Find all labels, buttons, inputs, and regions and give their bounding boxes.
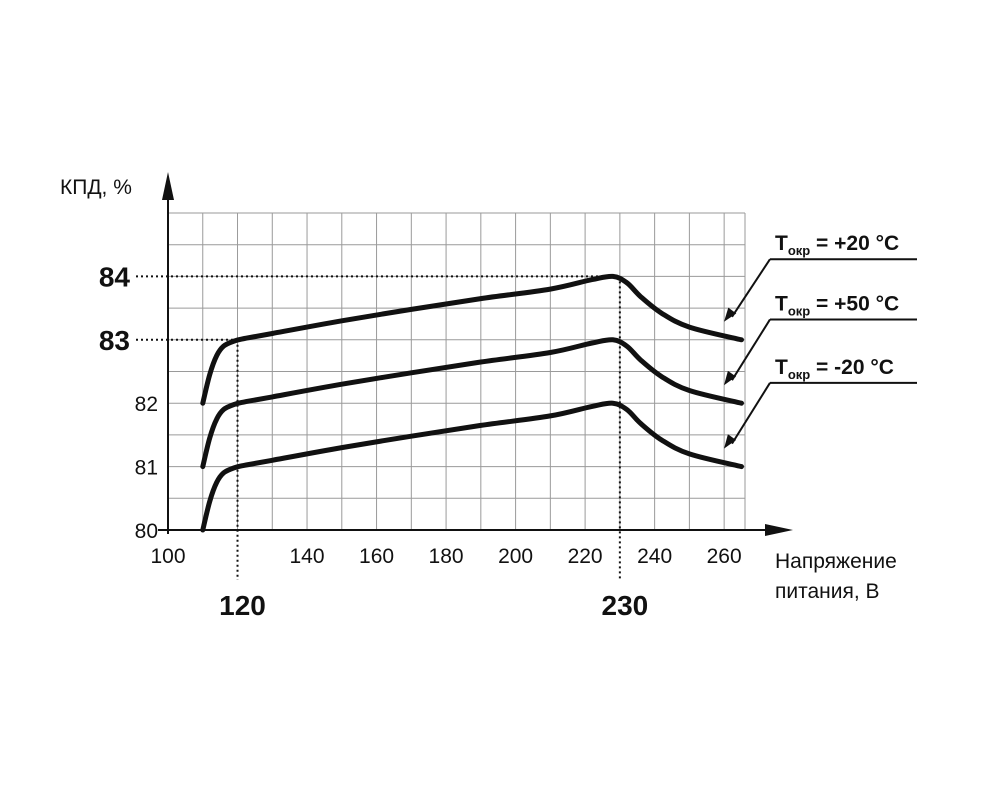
highlight-guides: [136, 275, 621, 580]
x-tick-label: 260: [707, 545, 742, 568]
highlight-x-label: 120: [219, 590, 266, 621]
x-tick-label: 180: [429, 545, 464, 568]
x-tick-label: 160: [359, 545, 394, 568]
series-line: [200, 273, 744, 406]
y-axis-arrow: [162, 172, 174, 200]
legend-arrowhead: [724, 434, 737, 449]
legend: Tокр = +20 °C Tокр = +50 °C Tокр = -20 °C: [724, 232, 917, 449]
legend-arrowhead: [724, 370, 737, 386]
x-tick-label: 220: [568, 545, 603, 568]
legend-label: Tокр = +20 °C: [775, 232, 899, 258]
legend-label: Tокр = +50 °C: [775, 292, 899, 318]
x-tick-label: 140: [290, 545, 325, 568]
x-tick-label: 100: [150, 545, 185, 568]
y-tick-label: 82: [135, 393, 158, 416]
x-axis-label: Напряжение питания, В: [775, 550, 903, 603]
x-tick-label: 240: [637, 545, 672, 568]
x-axis-label-line-2: питания, В: [775, 580, 880, 603]
legend-leader: [731, 318, 771, 381]
legend-label: Tокр = -20 °C: [775, 356, 894, 382]
x-axis-arrow: [765, 524, 793, 536]
x-axis-label-line-1: Напряжение: [775, 550, 897, 573]
x-tick-label: 200: [498, 545, 533, 568]
highlight-y-label: 84: [99, 261, 131, 292]
legend-arrowhead: [724, 307, 737, 322]
y-tick-label: 81: [135, 457, 158, 480]
axes: [158, 172, 793, 536]
highlight-y-label: 83: [99, 325, 130, 356]
y-tick-label: 80: [135, 520, 158, 543]
y-axis-label: КПД, %: [60, 176, 132, 199]
highlight-x-label: 230: [602, 590, 649, 621]
series-lines: [200, 273, 744, 533]
tick-labels: 100 140 160 180 200 220 240 260 80 81 82 83 84 120 230: [99, 261, 742, 621]
legend-leader: [731, 258, 771, 318]
series-line: [200, 337, 744, 470]
legend-leader: [731, 382, 771, 445]
series-line: [200, 400, 744, 533]
